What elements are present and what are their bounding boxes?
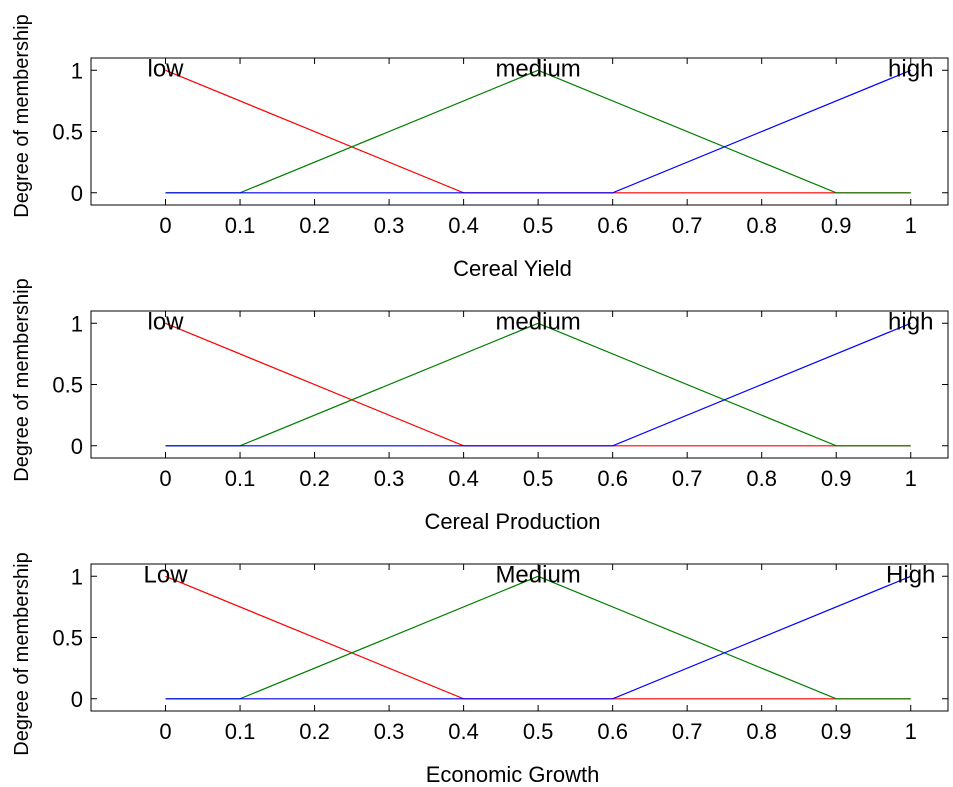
x-tick-label: 0.2 [299,213,330,238]
x-tick-label: 0.7 [672,213,703,238]
subplot-2: 0 0.1 0.2 0.3 0.4 0.5 0.6 0.7 0.8 0.9 1 0 0.5 1 low med… [11,278,949,534]
x-tick-label: 1 [905,719,917,744]
series-label-medium: medium [495,55,580,82]
series-line-high [165,69,911,194]
series-line-medium [165,575,911,700]
x-tick-label: 1 [905,466,917,491]
y-tick-label: 0 [71,181,83,206]
series-label-low: Low [144,561,189,588]
series-label-high: high [888,55,933,82]
x-axis-label: Economic Growth [426,762,600,787]
series-line-high [165,322,911,447]
x-tick-label: 0 [159,213,171,238]
series-label-medium: Medium [495,561,580,588]
x-tick-label: 0.2 [299,719,330,744]
series-label-low: low [148,55,185,82]
series-line-medium [165,69,911,194]
x-tick-label: 0 [159,466,171,491]
series-line-low [165,322,911,447]
x-tick-label: 0.5 [523,213,554,238]
subplot-1: 0 0.1 0.2 0.3 0.4 0.5 0.6 0.7 0.8 0.9 1 0 0.5 1 low med… [11,14,949,281]
series-line-low [165,69,911,194]
y-axis-label: Degree of membership [11,278,33,481]
x-tick-label: 0.1 [225,719,256,744]
y-tick-label: 0.5 [52,373,83,398]
y-tick-label: 1 [71,311,83,336]
x-tick-label: 1 [905,213,917,238]
x-tick-label: 0.8 [746,719,777,744]
y-tick-label: 0 [71,434,83,459]
x-tick-label: 0.2 [299,466,330,491]
series-label-low: low [148,308,185,335]
y-tick-label: 1 [71,564,83,589]
x-tick-label: 0.4 [448,719,479,744]
x-tick-label: 0.4 [448,213,479,238]
series-label-medium: medium [495,308,580,335]
x-tick-label: 0.4 [448,466,479,491]
x-tick-label: 0.7 [672,466,703,491]
x-tick-label: 0.8 [746,466,777,491]
x-tick-label: 0.9 [821,719,852,744]
y-tick-label: 1 [71,58,83,83]
series-line-low [165,575,911,700]
x-tick-label: 0.3 [374,466,405,491]
series-line-high [165,575,911,700]
x-tick-label: 0.7 [672,719,703,744]
y-tick-label: 0.5 [52,626,83,651]
subplot-3: 0 0.1 0.2 0.3 0.4 0.5 0.6 0.7 0.8 0.9 1 0 0.5 1 Low Med… [11,552,949,787]
series-label-high: High [886,561,935,588]
series-label-high: high [888,308,933,335]
y-tick-label: 0 [71,687,83,712]
y-axis-label: Degree of membership [11,552,33,755]
x-tick-label: 0.9 [821,466,852,491]
x-tick-label: 0.1 [225,466,256,491]
y-tick-label: 0.5 [52,120,83,145]
x-tick-label: 0.6 [597,719,628,744]
x-tick-label: 0.3 [374,213,405,238]
x-tick-label: 0.5 [523,466,554,491]
x-tick-label: 0.6 [597,213,628,238]
x-tick-label: 0.1 [225,213,256,238]
y-axis-label: Degree of membership [11,14,33,217]
x-tick-label: 0.9 [821,213,852,238]
x-tick-label: 0.3 [374,719,405,744]
x-axis-label: Cereal Yield [453,256,572,281]
x-tick-label: 0 [159,719,171,744]
x-axis-label: Cereal Production [424,509,600,534]
x-tick-label: 0.5 [523,719,554,744]
series-line-medium [165,322,911,447]
x-tick-label: 0.6 [597,466,628,491]
x-tick-label: 0.8 [746,213,777,238]
